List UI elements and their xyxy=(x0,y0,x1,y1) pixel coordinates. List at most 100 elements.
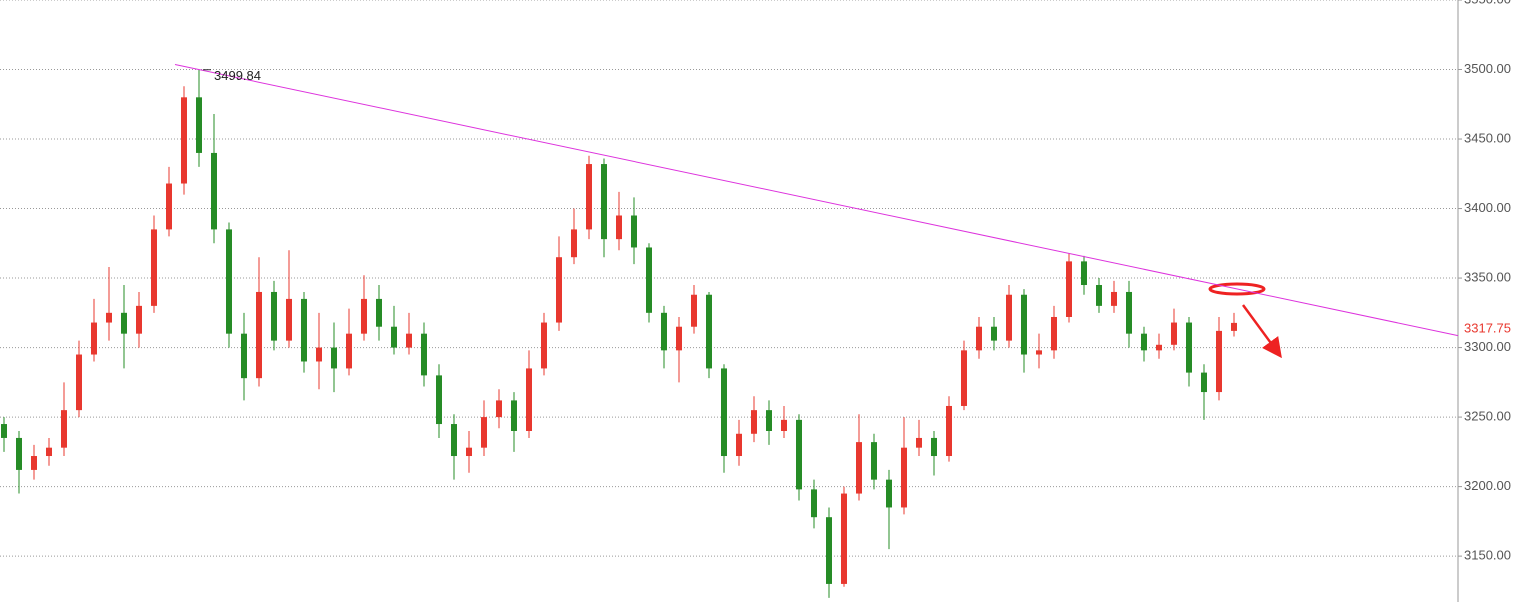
candle-body xyxy=(961,350,967,406)
candle-body xyxy=(1,424,7,438)
candle-body xyxy=(691,294,697,327)
candle-body xyxy=(541,322,547,369)
candle-body xyxy=(196,97,202,153)
candle-body xyxy=(796,419,802,490)
candle-body xyxy=(676,326,682,351)
candle-body xyxy=(751,410,757,434)
candle-body xyxy=(706,294,712,369)
candle-body xyxy=(1126,291,1132,334)
y-tick-label: 3350.00 xyxy=(1464,269,1511,284)
candle-body xyxy=(1186,322,1192,373)
candle-body xyxy=(736,433,742,457)
candle-body xyxy=(301,298,307,362)
last-price-label: 3317.75 xyxy=(1464,320,1511,335)
candle-body xyxy=(1081,261,1087,286)
candle-body xyxy=(271,291,277,341)
candle-body xyxy=(376,298,382,327)
trendline xyxy=(174,64,1459,337)
y-tick-label: 3450.00 xyxy=(1464,130,1511,145)
candle-body xyxy=(331,347,337,369)
candle-body xyxy=(436,375,442,425)
candle-body xyxy=(406,333,412,348)
candle-body xyxy=(556,257,562,323)
candle-body xyxy=(661,312,667,351)
candle-body xyxy=(76,354,82,411)
candle-body xyxy=(826,517,832,584)
candle-body xyxy=(1111,291,1117,306)
candle-body xyxy=(316,347,322,362)
candle-body xyxy=(811,489,817,518)
candle-body xyxy=(841,493,847,584)
candle-body xyxy=(946,405,952,457)
candle-body xyxy=(61,410,67,448)
candle-body xyxy=(91,322,97,355)
candle-body xyxy=(1171,322,1177,345)
candle-body xyxy=(346,333,352,369)
candle-body xyxy=(181,97,187,184)
candle-body xyxy=(871,442,877,480)
candle-body xyxy=(1216,330,1222,393)
candle-body xyxy=(526,368,532,431)
candle-body xyxy=(46,447,52,457)
y-tick-label: 3150.00 xyxy=(1464,548,1511,563)
candle-body xyxy=(421,333,427,376)
candle-body xyxy=(781,419,787,431)
candle-body xyxy=(16,437,22,470)
candle-body xyxy=(226,229,232,334)
candle-body xyxy=(1066,261,1072,317)
candle-body xyxy=(31,456,37,470)
y-tick-label: 3550.00 xyxy=(1464,0,1511,6)
candle-body xyxy=(1231,322,1237,331)
candles xyxy=(1,69,1237,598)
peak-label: 3499.84 xyxy=(214,68,261,83)
candle-body xyxy=(976,326,982,351)
candle-body xyxy=(1006,294,1012,341)
candle-body xyxy=(901,447,907,508)
y-tick-label: 3400.00 xyxy=(1464,200,1511,215)
candle-body xyxy=(1096,285,1102,306)
candle-body xyxy=(1201,372,1207,393)
candle-body xyxy=(151,229,157,306)
candle-body xyxy=(1156,344,1162,351)
candle-body xyxy=(1021,294,1027,355)
candle-body xyxy=(571,229,577,258)
candle-body xyxy=(916,437,922,448)
y-tick-label: 3500.00 xyxy=(1464,61,1511,76)
highlight-ellipse xyxy=(1208,282,1266,296)
candle-body xyxy=(631,215,637,248)
y-tick-label: 3200.00 xyxy=(1464,478,1511,493)
candle-body xyxy=(211,152,217,230)
candle-body xyxy=(856,442,862,494)
candle-body xyxy=(466,447,472,457)
candle-body xyxy=(766,410,772,431)
candle-body xyxy=(496,400,502,418)
candle-body xyxy=(256,291,262,379)
candle-body xyxy=(1036,350,1042,355)
candle-body xyxy=(286,298,292,341)
candle-body xyxy=(451,424,457,457)
candle-body xyxy=(721,368,727,457)
candle-body xyxy=(991,326,997,341)
candle-body xyxy=(616,215,622,240)
candle-body xyxy=(166,183,172,230)
candle-body xyxy=(241,333,247,379)
candle-body xyxy=(136,305,142,334)
candle-body xyxy=(511,400,517,431)
candle-body xyxy=(106,312,112,323)
candle-body xyxy=(586,164,592,230)
candle-body xyxy=(121,312,127,334)
candle-body xyxy=(646,247,652,313)
y-tick-label: 3250.00 xyxy=(1464,409,1511,424)
candle-body xyxy=(391,326,397,348)
candle-body xyxy=(361,298,367,334)
arrow xyxy=(1241,304,1282,359)
candle-body xyxy=(1141,333,1147,351)
grid xyxy=(0,0,1458,557)
candle-body xyxy=(931,437,937,457)
candle-body xyxy=(601,164,607,240)
y-tick-label: 3300.00 xyxy=(1464,339,1511,354)
candle-body xyxy=(1051,316,1057,351)
candle-body xyxy=(481,417,487,448)
candle-body xyxy=(886,479,892,508)
